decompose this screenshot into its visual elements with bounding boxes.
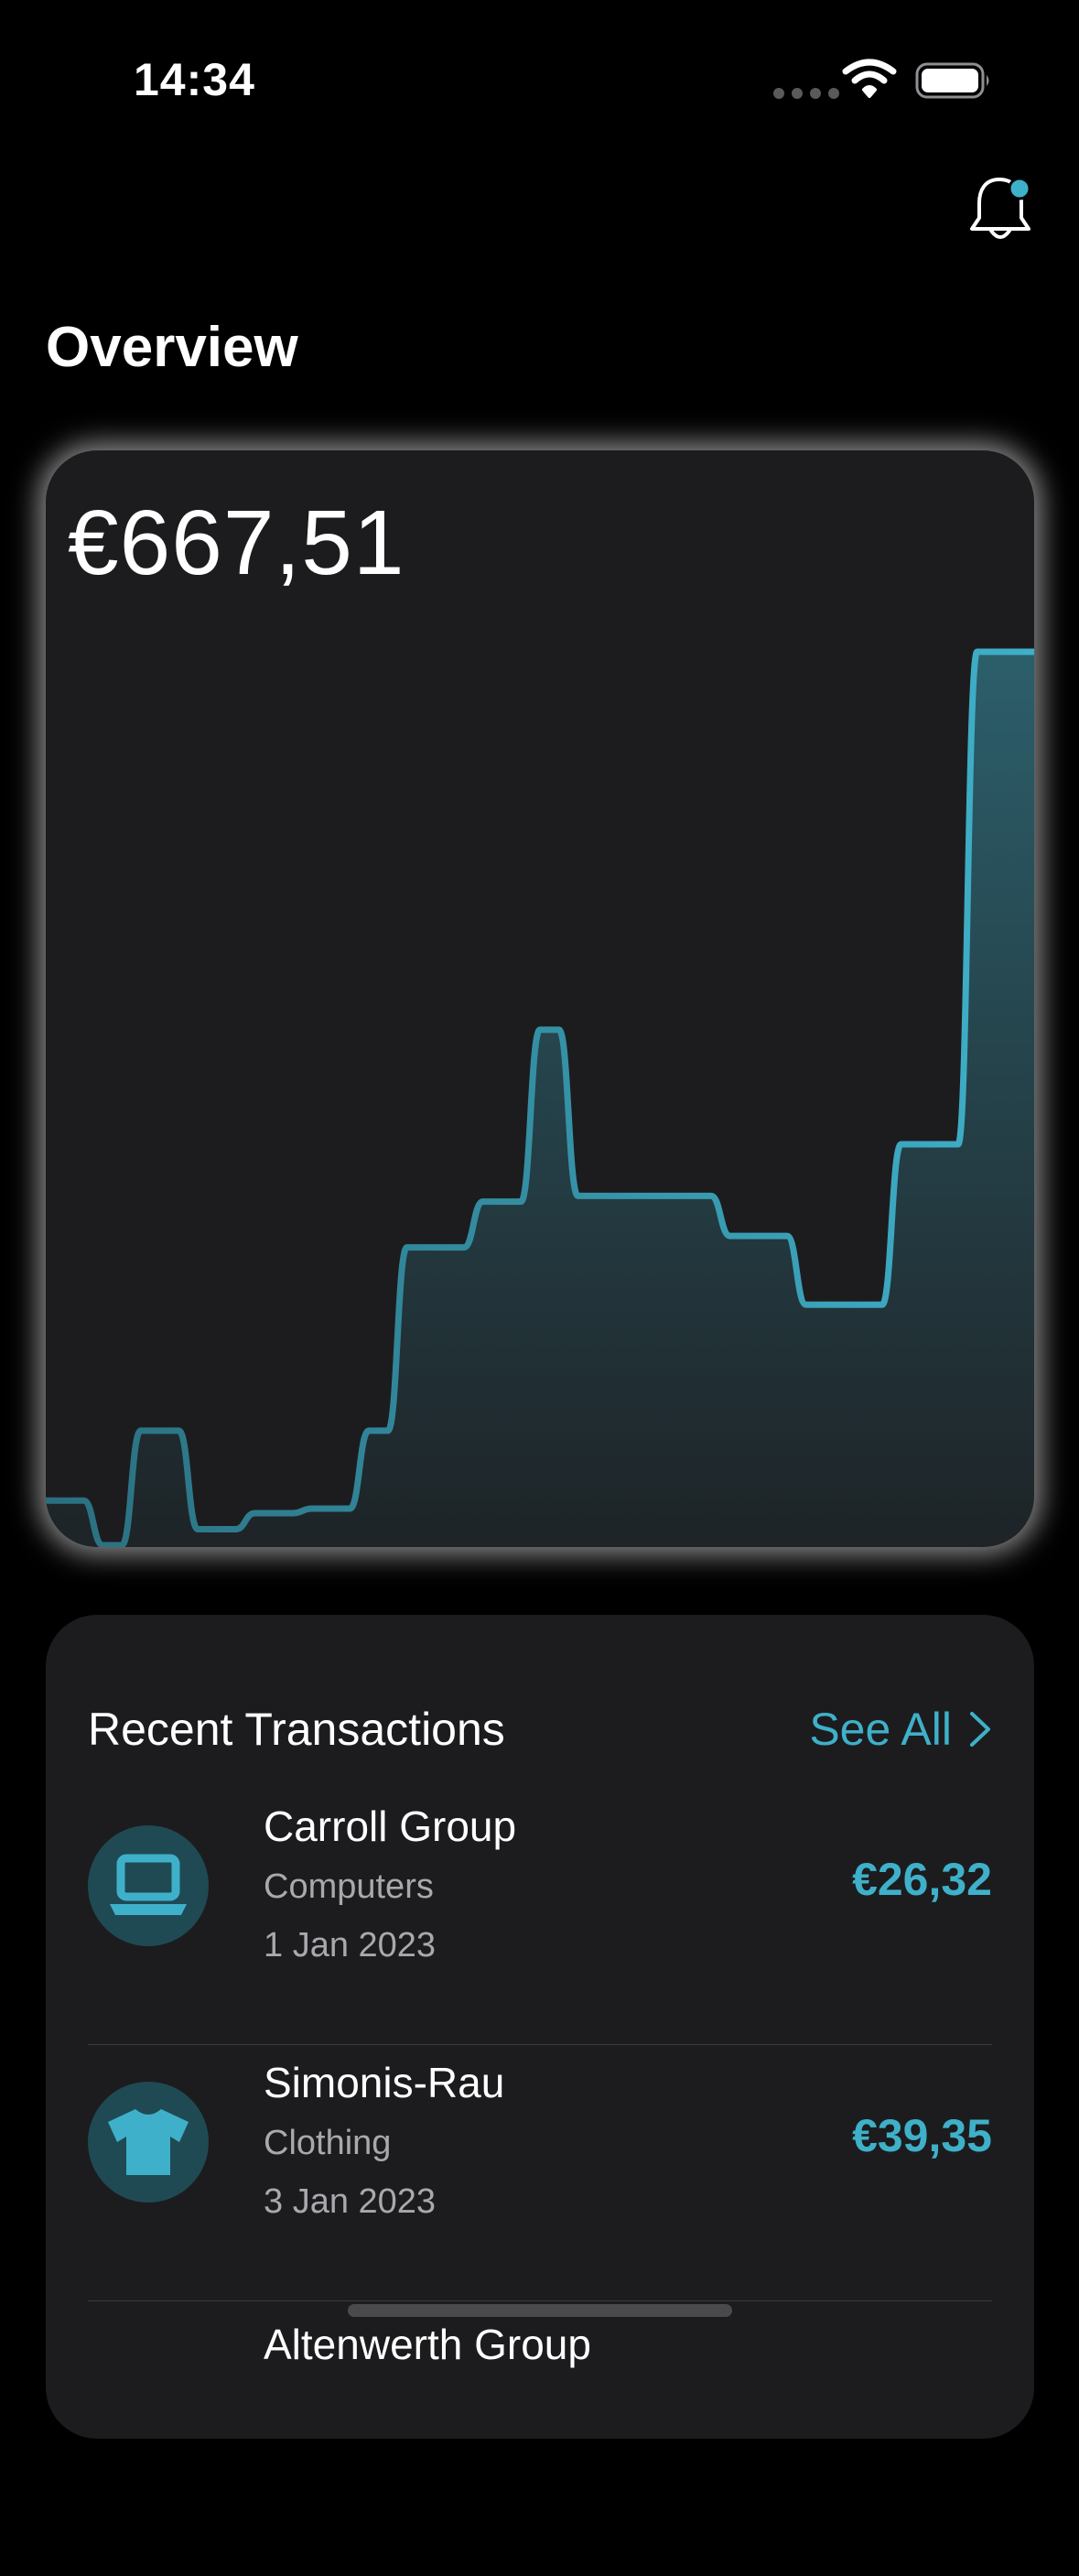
status-bar: 14:34: [0, 0, 1079, 156]
transaction-icon: [88, 1825, 209, 1946]
bell-icon: [970, 177, 1031, 239]
transaction-amount: €39,35: [852, 2110, 992, 2161]
page-title: Overview: [46, 316, 298, 379]
merchant-name: Altenwerth Group: [264, 2321, 591, 2368]
transaction-icon: [88, 2082, 209, 2203]
recent-transactions-card: Recent Transactions See All Carroll Grou…: [46, 1615, 1034, 2439]
notification-badge: [1008, 177, 1031, 200]
transaction-date: 1 Jan 2023: [264, 1926, 437, 1964]
wifi-icon: [842, 59, 897, 98]
home-indicator[interactable]: [348, 2304, 732, 2317]
merchant-name: Carroll Group: [264, 1802, 517, 1850]
see-all-button[interactable]: See All: [809, 1703, 992, 1756]
balance-chart: [46, 648, 1034, 1547]
row-divider: [88, 2044, 992, 2045]
transactions-heading: Recent Transactions: [88, 1704, 505, 1755]
merchant-name: Simonis-Rau: [264, 2059, 505, 2106]
chart-line: [46, 648, 1034, 1547]
balance-chart-card[interactable]: €667,51: [46, 450, 1034, 1547]
status-time: 14:34: [134, 54, 255, 105]
transaction-date: 3 Jan 2023: [264, 2182, 437, 2221]
transaction-row[interactable]: Altenwerth Group: [88, 2320, 992, 2576]
see-all-label: See All: [809, 1704, 952, 1755]
chart-area: [46, 652, 1034, 1547]
transaction-row[interactable]: Simonis-Rau Clothing 3 Jan 2023 €39,35: [88, 2045, 992, 2301]
notifications-button[interactable]: [968, 170, 1036, 247]
transaction-category: Clothing: [264, 2124, 392, 2162]
laptop-icon: [110, 1854, 187, 1915]
balance-amount: €667,51: [68, 492, 405, 594]
battery-icon: [915, 62, 989, 99]
cellular-signal-icon: [773, 88, 839, 99]
tshirt-icon: [108, 2109, 189, 2175]
transaction-row[interactable]: Carroll Group Computers 1 Jan 2023 €26,3…: [88, 1789, 992, 2045]
transaction-category: Computers: [264, 1867, 434, 1906]
chevron-right-icon: [970, 1712, 990, 1747]
transaction-amount: €26,32: [852, 1854, 992, 1905]
row-divider: [88, 2300, 992, 2301]
